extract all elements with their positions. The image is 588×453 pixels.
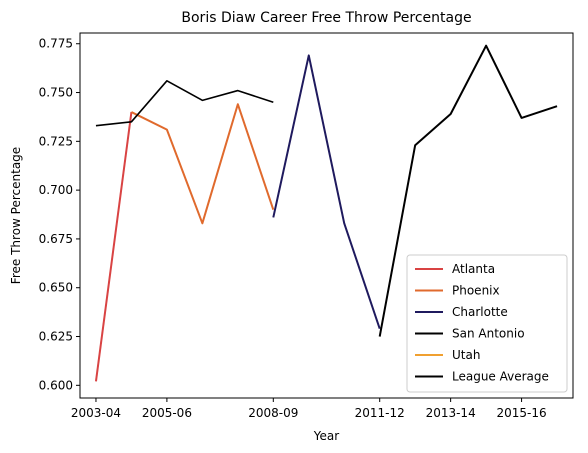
- x-axis-title: Year: [313, 429, 339, 443]
- series-line-league-average: [95, 80, 274, 127]
- y-tick-label: 0.600: [39, 378, 73, 392]
- y-tick-label: 0.675: [39, 232, 73, 246]
- y-axis-title: Free Throw Percentage: [9, 147, 23, 284]
- x-tick-label: 2003-04: [71, 406, 121, 420]
- y-tick-label: 0.700: [39, 183, 73, 197]
- x-tick-label: 2015-16: [497, 406, 547, 420]
- chart-title: Boris Diaw Career Free Throw Percentage: [181, 10, 471, 26]
- series-line-charlotte: [272, 54, 381, 330]
- x-tick-label: 2005-06: [142, 406, 192, 420]
- legend-label-utah: Utah: [452, 348, 480, 362]
- y-tick-label: 0.750: [39, 86, 73, 100]
- series-line-phoenix: [130, 103, 275, 225]
- legend: Atlanta Phoenix Charlotte San Antonio Utah Le…: [406, 254, 568, 393]
- legend-box: [406, 254, 568, 393]
- x-tick-label: 2008-09: [248, 406, 298, 420]
- series-line-san-antonio: [378, 44, 558, 337]
- x-tick-label: 2011-12: [355, 406, 405, 420]
- x-tick-label: 2013-14: [426, 406, 476, 420]
- y-tick-label: 0.625: [39, 330, 73, 344]
- y-tick-label: 0.775: [39, 37, 73, 51]
- legend-label-atlanta: Atlanta: [452, 262, 495, 276]
- series-layer: [94, 44, 558, 382]
- y-tick-label: 0.650: [39, 281, 73, 295]
- legend-label-charlotte: Charlotte: [452, 305, 508, 319]
- series-line-atlanta: [94, 111, 133, 382]
- legend-label-league-average: League Average: [452, 370, 549, 384]
- plot-frame: [79, 32, 574, 399]
- axes-layer: 0.600 0.625 0.650 0.675 0.700 0.725 0.750 0.775…: [39, 32, 574, 420]
- legend-label-san-antonio: San Antonio: [452, 327, 525, 341]
- legend-label-phoenix: Phoenix: [452, 284, 500, 298]
- y-tick-label: 0.725: [39, 134, 73, 148]
